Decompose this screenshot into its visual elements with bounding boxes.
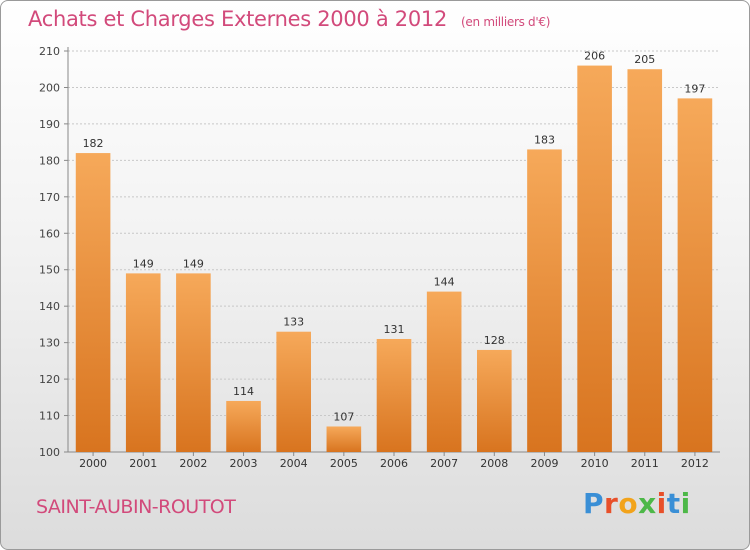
y-tick-label: 200 — [39, 81, 60, 94]
logo-letter: x — [638, 487, 657, 520]
data-label-2008: 128 — [484, 334, 505, 347]
bar-2001 — [125, 273, 161, 452]
chart-title: Achats et Charges Externes 2000 à 2012 (e… — [28, 7, 550, 31]
x-tick-labels: 2000 2001 2002 2003 2004 2005 2006 2007 2008 2009… — [79, 457, 709, 470]
y-tick-label: 160 — [39, 227, 60, 240]
y-tick-label: 190 — [39, 118, 60, 131]
bar-2005 — [326, 426, 362, 452]
logo-letter: P — [583, 487, 605, 520]
bar-2009 — [527, 149, 562, 452]
y-tick-label: 110 — [39, 410, 60, 423]
data-label-2005: 107 — [333, 410, 354, 423]
commune-name: SAINT-AUBIN-ROUTOT — [36, 496, 236, 518]
logo-letter: r — [604, 487, 619, 520]
bar-2004 — [276, 331, 311, 452]
x-tick-label: 2008 — [480, 457, 508, 470]
x-tick-label: 2005 — [330, 457, 358, 470]
y-tick-label: 150 — [39, 264, 60, 277]
data-label-2004: 133 — [283, 316, 304, 329]
y-tick-label: 210 — [39, 45, 60, 58]
x-tick-label: 2001 — [129, 457, 157, 470]
logo-letter: o — [618, 487, 639, 520]
data-label-2007: 144 — [434, 276, 455, 289]
data-label-2003: 114 — [233, 385, 254, 398]
y-tick-label: 180 — [39, 154, 60, 167]
y-tick-label: 130 — [39, 337, 60, 350]
bars — [75, 65, 713, 453]
bar-2011 — [627, 69, 663, 453]
logo-letter: t — [666, 487, 681, 520]
y-tick-labels: 100 110 120 130 140 150 160 170 180 190 200 210 — [39, 45, 60, 459]
logo-letter: i — [680, 487, 691, 520]
bar-2006 — [376, 338, 412, 452]
x-tick-label: 2004 — [280, 457, 308, 470]
x-tick-label: 2002 — [179, 457, 207, 470]
title-text: Achats et Charges Externes 2000 à 2012 — [28, 7, 448, 31]
x-tick-label: 2003 — [230, 457, 258, 470]
x-tick-label: 2007 — [430, 457, 458, 470]
y-tick-label: 120 — [39, 373, 60, 386]
x-tick-label: 2006 — [380, 457, 408, 470]
logo-letter: i — [656, 487, 667, 520]
x-tick-label: 2009 — [530, 457, 558, 470]
bar-2008 — [477, 349, 512, 452]
bar-2003 — [226, 400, 261, 452]
bar-2007 — [426, 291, 462, 452]
x-tick-label: 2010 — [581, 457, 609, 470]
data-label-2012: 197 — [684, 82, 705, 95]
bar-2002 — [176, 273, 211, 452]
chart-subtitle: (en milliers d'€) — [461, 15, 551, 29]
bar-2012 — [677, 98, 713, 453]
bar-2010 — [577, 65, 612, 452]
y-tick-label: 140 — [39, 300, 60, 313]
y-tick-label: 100 — [39, 446, 60, 459]
data-label-2011: 205 — [634, 53, 655, 66]
data-labels: 182 149 149 114 133 107 131 144 128 183 206 205 197 — [83, 50, 706, 424]
x-tick-label: 2011 — [631, 457, 659, 470]
x-tick-label: 2000 — [79, 457, 107, 470]
data-label-2000: 182 — [83, 137, 104, 150]
proxiti-logo: Proxiti — [583, 487, 691, 520]
y-tick-label: 170 — [39, 191, 60, 204]
data-label-2009: 183 — [534, 133, 555, 146]
bar-2000 — [75, 153, 111, 452]
data-label-2006: 131 — [384, 323, 405, 336]
data-label-2001: 149 — [133, 257, 154, 270]
x-tick-label: 2012 — [681, 457, 709, 470]
data-label-2010: 206 — [584, 50, 605, 63]
data-label-2002: 149 — [183, 257, 204, 270]
